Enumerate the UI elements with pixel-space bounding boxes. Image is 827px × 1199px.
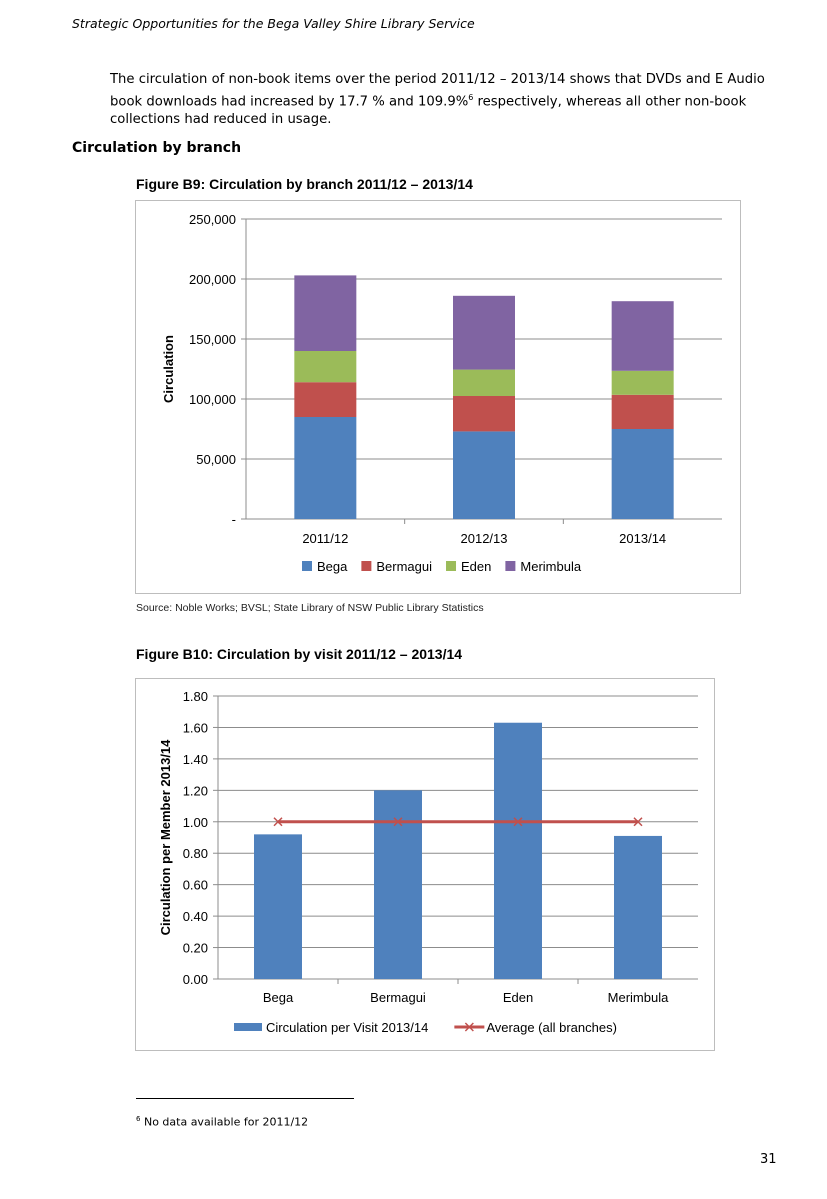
- footnote: 6 No data available for 2011/12: [136, 1115, 308, 1129]
- legend-swatch: [446, 561, 457, 571]
- bar-segment-eden: [294, 351, 357, 383]
- x-tick-label: Eden: [503, 990, 533, 1005]
- marker-stroke: [273, 817, 283, 827]
- bar-segment-bega: [453, 431, 515, 519]
- footnote-reference[interactable]: 6: [468, 93, 474, 102]
- y-tick-label: 0.20: [183, 941, 208, 956]
- marker-stroke: [633, 817, 643, 827]
- legend-label: Merimbula: [520, 559, 581, 574]
- legend-label: Bermagui: [376, 559, 432, 574]
- figure-b10-svg: 0.00 0.20 0.40 0.60 0.80 1.00 1.20 1.40 1.60 1.80…: [158, 689, 698, 1035]
- section-heading: Circulation by branch: [72, 140, 242, 156]
- y-tick-label: 150,000: [189, 332, 236, 347]
- x-tick-label: 2011/12: [302, 531, 348, 546]
- x-tick-label: 2013/14: [619, 531, 666, 546]
- bar-segment-eden: [453, 369, 515, 396]
- figure-b9-chart: - 50,000 100,000 150,000 200,000 250,000 2011/…: [135, 200, 741, 594]
- legend-label: Average (all branches): [486, 1020, 617, 1035]
- legend-marker: [464, 1022, 474, 1032]
- average-marker: [393, 817, 403, 827]
- y-tick-label: 1.80: [183, 689, 208, 704]
- y-tick-label: -: [232, 512, 236, 527]
- bar-segment-eden: [611, 370, 674, 395]
- legend-swatch: [361, 561, 372, 571]
- x-tick-label: Merimbula: [608, 990, 669, 1005]
- y-tick-label: 0.80: [183, 846, 208, 861]
- y-axis-label: Circulation per Member 2013/14: [158, 739, 173, 936]
- bar-merimbula: [614, 835, 662, 979]
- footnote-text: No data available for 2011/12: [140, 1115, 309, 1129]
- y-tick-label: 0.60: [183, 878, 208, 893]
- legend-swatch: [505, 561, 516, 571]
- bar-segment-merimbula: [611, 301, 674, 371]
- y-tick-label: 50,000: [196, 452, 236, 467]
- y-tick-label: 1.00: [183, 815, 208, 830]
- body-paragraph: The circulation of non-book items over t…: [110, 71, 780, 129]
- y-tick-label: 1.40: [183, 752, 208, 767]
- page-number: 31: [760, 1152, 777, 1167]
- bar-segment-merimbula: [453, 295, 515, 370]
- y-tick-label: 1.60: [183, 720, 208, 735]
- x-tick-label: 2012/13: [461, 531, 508, 546]
- footnote-divider: [136, 1098, 354, 1099]
- bar-bermagui: [374, 790, 422, 979]
- legend-label: Eden: [461, 559, 491, 574]
- y-tick-label: 250,000: [189, 212, 236, 227]
- y-tick-label: 0.40: [183, 909, 208, 924]
- marker-stroke: [513, 817, 523, 827]
- figure-b9-caption: Figure B9: Circulation by branch 2011/12…: [136, 176, 473, 192]
- legend-swatch-bar: [234, 1023, 262, 1031]
- y-tick-label: 1.20: [183, 783, 208, 798]
- average-marker: [633, 817, 643, 827]
- legend-label: Bega: [317, 559, 348, 574]
- y-tick-label: 100,000: [189, 392, 236, 407]
- legend-swatch: [302, 561, 312, 571]
- bar-segment-bermagui: [611, 394, 674, 429]
- x-tick-label: Bermagui: [370, 990, 426, 1005]
- footnote-marker: 6: [136, 1115, 141, 1123]
- figure-b10-caption: Figure B10: Circulation by visit 2011/12…: [136, 646, 463, 662]
- source-note: Source: Noble Works; BVSL; State Library…: [136, 602, 484, 614]
- paragraph-text-start: The circulation of non-book items over t…: [110, 72, 765, 110]
- running-header: Strategic Opportunities for the Bega Val…: [72, 16, 475, 31]
- figure-b9-svg: - 50,000 100,000 150,000 200,000 250,000 2011/…: [161, 212, 722, 574]
- legend-label: Circulation per Visit 2013/14: [266, 1020, 428, 1035]
- average-marker: [273, 817, 283, 827]
- bar-bega: [254, 834, 302, 979]
- bar-segment-bermagui: [453, 396, 515, 432]
- x-tick-label: Bega: [263, 990, 294, 1005]
- y-tick-label: 0.00: [183, 972, 208, 987]
- bar-segment-bega: [294, 417, 357, 519]
- bar-segment-bega: [611, 429, 674, 519]
- bar-segment-bermagui: [294, 382, 357, 417]
- paragraph-text-end: respectively, whereas all other non-book…: [110, 94, 747, 128]
- marker-stroke: [393, 817, 403, 827]
- average-marker: [513, 817, 523, 827]
- bar-eden: [494, 722, 542, 979]
- y-axis-label: Circulation: [161, 335, 176, 403]
- bar-segment-merimbula: [294, 275, 357, 351]
- figure-b10-chart: 0.00 0.20 0.40 0.60 0.80 1.00 1.20 1.40 1.60 1.80…: [135, 678, 715, 1051]
- y-tick-label: 200,000: [189, 272, 236, 287]
